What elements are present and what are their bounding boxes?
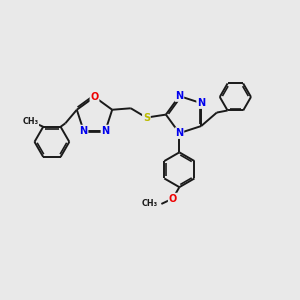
Text: N: N (175, 128, 183, 138)
Text: O: O (169, 194, 177, 203)
Text: N: N (80, 125, 88, 136)
Text: N: N (101, 125, 110, 136)
Text: CH₃: CH₃ (22, 117, 39, 126)
Text: N: N (197, 98, 205, 108)
Text: O: O (90, 92, 99, 102)
Text: S: S (143, 112, 150, 123)
Text: N: N (175, 91, 183, 101)
Text: CH₃: CH₃ (142, 200, 158, 208)
